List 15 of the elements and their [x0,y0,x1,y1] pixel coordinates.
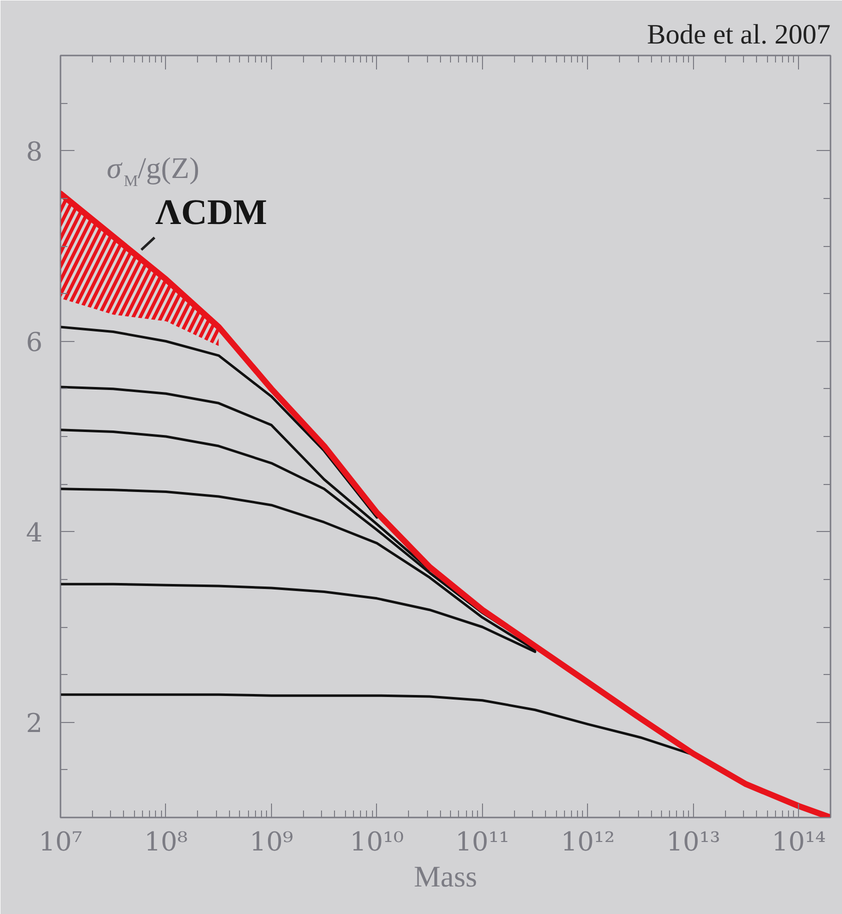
y-tick-label: 8 [26,137,43,168]
x-tick-label: 10⁷ [38,828,82,858]
x-tick-label: 10¹⁴ [772,828,826,858]
x-tick-label: 10⁹ [250,828,294,858]
x-axis-title: Mass [414,860,478,894]
y-tick-label: 2 [26,708,43,739]
y-tick-label: 6 [26,328,43,358]
text: Bode et al. 2007 [646,20,831,50]
y-tick-label: 4 [26,518,43,548]
x-tick-label: 10¹¹ [455,828,510,858]
annotation: ΛCDM [155,192,268,232]
x-tick-label: 10¹³ [666,828,720,858]
x-tick-label: 10¹⁰ [350,828,404,858]
x-tick-label: 10¹² [560,828,615,858]
x-tick-label: 10⁸ [144,828,188,858]
